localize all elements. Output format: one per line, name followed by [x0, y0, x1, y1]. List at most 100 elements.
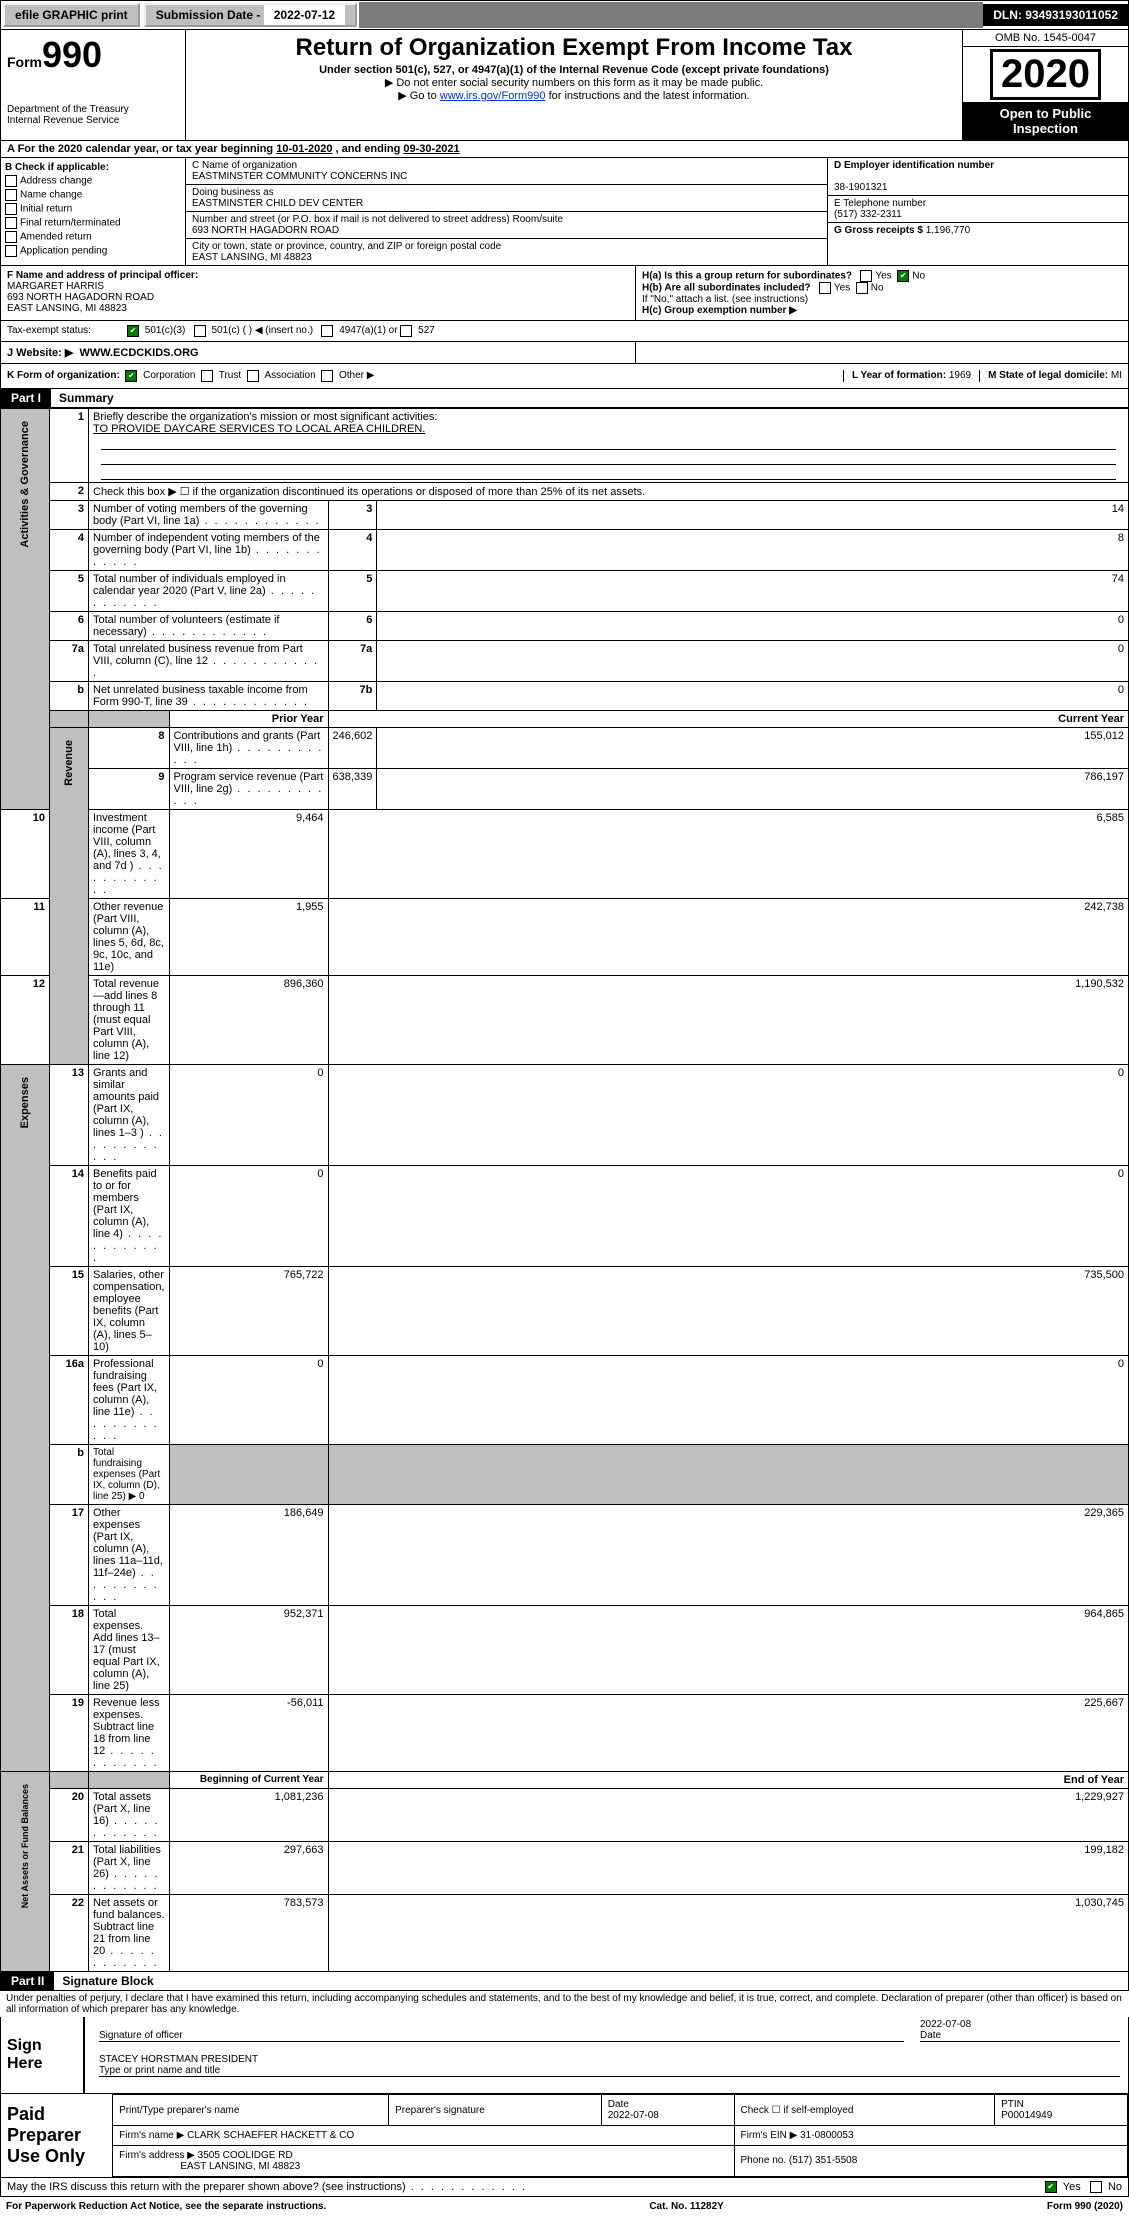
part1-bar: Part I Summary — [0, 389, 1129, 408]
submission-date-box: Submission Date - 2022-07-12 — [144, 3, 357, 27]
instructions-link[interactable]: www.irs.gov/Form990 — [440, 90, 546, 102]
prep-check[interactable]: Check ☐ if self-employed — [734, 2095, 995, 2126]
note-goto-post: for instructions and the latest informat… — [546, 90, 750, 102]
period-begin: 10-01-2020 — [276, 143, 332, 155]
dln-box: DLN: 93493193011052 — [983, 4, 1128, 26]
header-right: OMB No. 1545-0047 2020 Open to Public In… — [962, 30, 1128, 140]
discuss-row: May the IRS discuss this return with the… — [0, 2178, 1129, 2197]
footer: For Paperwork Reduction Act Notice, see … — [0, 2197, 1129, 2216]
paid-lbl: Paid Preparer Use Only — [1, 2094, 112, 2177]
form-num: 990 — [42, 34, 102, 75]
m-val: MI — [1111, 370, 1122, 381]
firm-name: CLARK SCHAEFER HACKETT & CO — [187, 2130, 354, 2141]
discuss-yes[interactable]: ✔ — [1045, 2181, 1057, 2193]
side-rev: Revenue — [63, 730, 75, 796]
chk-other[interactable] — [321, 370, 333, 382]
box-deg: D Employer identification number 38-19013… — [827, 158, 1128, 265]
l-lbl: L Year of formation: — [852, 370, 949, 381]
part1-hdr: Part I — [1, 389, 51, 407]
l-val: 1969 — [949, 370, 971, 381]
chk-corp[interactable]: ✔ — [125, 370, 137, 382]
chk-name[interactable]: Name change — [5, 189, 181, 201]
part2-title: Signature Block — [54, 1974, 153, 1988]
prep-name-lbl: Print/Type preparer's name — [113, 2095, 389, 2126]
prep-date: 2022-07-08 — [608, 2110, 659, 2121]
chk-pending[interactable]: Application pending — [5, 245, 181, 257]
row-fh: F Name and address of principal officer:… — [0, 266, 1129, 321]
form-title: Return of Organization Exempt From Incom… — [192, 34, 956, 62]
c-name-lbl: C Name of organization — [192, 160, 297, 171]
i-lbl: Tax-exempt status: — [7, 325, 127, 337]
form-prefix: Form — [7, 54, 42, 70]
hb-yes[interactable] — [819, 282, 831, 294]
gov-row: 3Number of voting members of the governi… — [1, 501, 1129, 530]
signature-block: Sign Here Signature of officer 2022-07-0… — [0, 2017, 1129, 2094]
chk-501c3[interactable]: ✔ — [127, 325, 139, 337]
chk-initial[interactable]: Initial return — [5, 203, 181, 215]
open-public: Open to Public Inspection — [963, 102, 1128, 140]
tax-year: 2020 — [990, 49, 1101, 100]
footer-right: Form 990 (2020) — [1047, 2201, 1123, 2212]
chk-4947[interactable] — [321, 325, 333, 337]
chk-501c[interactable] — [194, 325, 206, 337]
note-ssn: Do not enter social security numbers on … — [192, 76, 956, 89]
k-lbl: K Form of organization: — [7, 370, 120, 382]
c-name: EASTMINSTER COMMUNITY CONCERNS INC — [192, 171, 407, 182]
f-addr1: 693 NORTH HAGADORN ROAD — [7, 292, 154, 303]
discuss-no[interactable] — [1090, 2181, 1102, 2193]
d-ein: 38-1901321 — [834, 182, 887, 193]
efile-button[interactable]: efile GRAPHIC print — [3, 3, 140, 27]
sig-officer-lbl: Signature of officer — [99, 2030, 183, 2041]
ptin: P00014949 — [1001, 2110, 1052, 2121]
ha-no[interactable]: ✔ — [897, 270, 909, 282]
ha-yes[interactable] — [860, 270, 872, 282]
website-url: WWW.ECDCKIDS.ORG — [79, 347, 198, 359]
period-end: 09-30-2021 — [403, 143, 459, 155]
open-public-2: Inspection — [1013, 121, 1078, 136]
d-ein-lbl: D Employer identification number — [834, 160, 994, 171]
j-lbl: J Website: ▶ — [7, 347, 73, 359]
prep-date-lbl: Date — [608, 2099, 629, 2110]
f-lbl: F Name and address of principal officer: — [7, 270, 198, 281]
dln-label: DLN: — [993, 8, 1025, 22]
col-beg: Beginning of Current Year — [169, 1772, 328, 1789]
part2-bar: Part II Signature Block — [0, 1972, 1129, 1991]
chk-527[interactable] — [400, 325, 412, 337]
firm-phone: (517) 351-5508 — [789, 2155, 857, 2166]
chk-address[interactable]: Address change — [5, 175, 181, 187]
e-tel: (517) 332-2311 — [834, 209, 902, 220]
k-row: K Form of organization: ✔ Corporation Tr… — [0, 364, 1129, 389]
toolbar-spacer — [359, 2, 983, 28]
chk-trust[interactable] — [201, 370, 213, 382]
q1-answer: TO PROVIDE DAYCARE SERVICES TO LOCAL ARE… — [93, 423, 425, 435]
firm-name-lbl: Firm's name ▶ — [119, 2130, 184, 2141]
top-toolbar: efile GRAPHIC print Submission Date - 20… — [0, 0, 1129, 30]
discuss-lbl: May the IRS discuss this return with the… — [7, 2181, 527, 2193]
tax-status-row: Tax-exempt status: ✔ 501(c)(3) 501(c) ( … — [0, 321, 1129, 342]
ha-lbl: H(a) Is this a group return for subordin… — [642, 271, 852, 282]
chk-amended[interactable]: Amended return — [5, 231, 181, 243]
c-dba-lbl: Doing business as — [192, 187, 274, 198]
open-public-1: Open to Public — [1000, 106, 1092, 121]
c-city: EAST LANSING, MI 48823 — [192, 252, 312, 263]
gov-row: 6Total number of volunteers (estimate if… — [1, 612, 1129, 641]
omb-number: OMB No. 1545-0047 — [963, 30, 1128, 47]
header-mid: Return of Organization Exempt From Incom… — [186, 30, 962, 140]
box-c: C Name of organizationEASTMINSTER COMMUN… — [186, 158, 827, 265]
f-name: MARGARET HARRIS — [7, 281, 104, 292]
q1: Briefly describe the organization's miss… — [93, 411, 437, 423]
sign-here: Sign Here — [1, 2017, 83, 2093]
chk-final[interactable]: Final return/terminated — [5, 217, 181, 229]
part1-table: Activities & Governance 1 Briefly descri… — [0, 408, 1129, 1972]
note-goto-pre: Go to — [398, 90, 439, 102]
sig-date-lbl: Date — [920, 2030, 941, 2041]
firm-addr1: 3505 COOLIDGE RD — [198, 2150, 293, 2161]
hb-no[interactable] — [856, 282, 868, 294]
g-gross-lbl: G Gross receipts $ — [834, 225, 926, 236]
prep-sig-lbl: Preparer's signature — [389, 2095, 602, 2126]
sig-name-lbl: Type or print name and title — [99, 2065, 220, 2076]
chk-assoc[interactable] — [247, 370, 259, 382]
dln-value: 93493193011052 — [1025, 8, 1118, 22]
footer-left: For Paperwork Reduction Act Notice, see … — [6, 2201, 326, 2212]
firm-phone-lbl: Phone no. — [741, 2155, 789, 2166]
